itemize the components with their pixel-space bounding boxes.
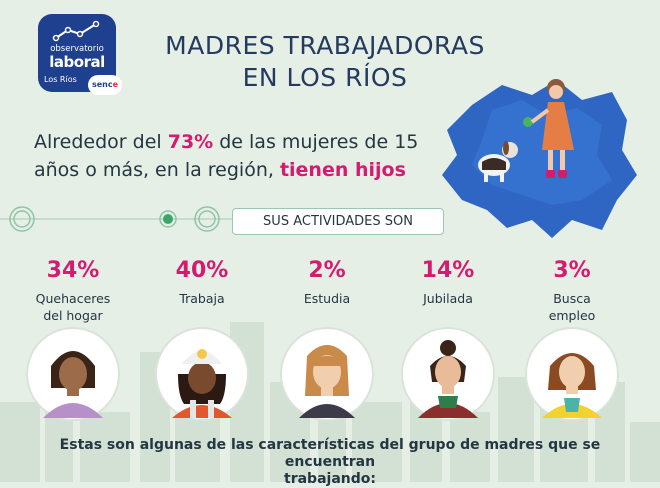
logo-region: Los Ríos	[44, 75, 77, 84]
region-map-illustration	[442, 79, 637, 238]
activity-label-line: Estudia	[303, 291, 351, 306]
footer-line-2: trabajando:	[284, 471, 376, 487]
worker-woman-avatar	[155, 327, 249, 421]
dog-illustration	[478, 141, 518, 182]
job-seeker-woman-avatar	[525, 327, 619, 421]
activity-percent: 34%	[46, 258, 100, 283]
headline-emphasis: tienen hijos	[279, 159, 406, 181]
activity-percent: 3%	[553, 258, 591, 283]
retired-woman-avatar	[401, 327, 495, 421]
activity-label-line: Quehaceres	[35, 291, 111, 306]
student-woman-avatar	[280, 327, 374, 421]
title-line-1: MADRES TRABAJADORAS	[165, 31, 485, 60]
activity-label-line: Busca	[553, 291, 591, 306]
activities-heading: SUS ACTIVIDADES SON	[232, 208, 444, 235]
headline-text-2: de las mujeres de 15 años o más, en la r…	[34, 131, 419, 181]
activity-percent: 2%	[308, 258, 346, 283]
footer-line-1: Estas son algunas de las características…	[59, 437, 601, 470]
girl-illustration	[530, 79, 574, 178]
ball-illustration	[523, 117, 533, 127]
headline-percent: 73%	[167, 131, 214, 153]
decorative-connector	[0, 206, 232, 232]
activity-label-line: del hogar	[43, 308, 103, 323]
activity-label: Busca empleo	[517, 290, 627, 324]
title-line-2: EN LOS RÍOS	[242, 63, 408, 92]
headline-statement: Alrededor del 73% de las mujeres de 15 a…	[34, 128, 444, 184]
line-graph-icon	[52, 20, 100, 42]
activity-percent: 40%	[175, 258, 229, 283]
headline-text: Alrededor del	[34, 131, 168, 153]
logo-text-top: observatorio	[50, 44, 104, 54]
footer-intro-text: Estas son algunas de las características…	[20, 437, 640, 488]
homemaker-woman-avatar	[26, 327, 120, 421]
activity-percent: 14%	[421, 258, 475, 283]
activity-label: Trabaja	[147, 290, 257, 307]
activity-label-line: Trabaja	[179, 291, 225, 306]
activity-label-line: Jubilada	[423, 291, 473, 306]
page-title: MADRES TRABAJADORAS EN LOS RÍOS	[130, 30, 520, 94]
logo-text-main: laboral	[49, 53, 105, 71]
activity-label: Estudia	[272, 290, 382, 307]
activity-label: Jubilada	[393, 290, 503, 307]
sence-logo: sence	[88, 75, 122, 95]
activity-label-line: empleo	[548, 308, 596, 323]
activity-label: Quehaceres del hogar	[18, 290, 128, 324]
